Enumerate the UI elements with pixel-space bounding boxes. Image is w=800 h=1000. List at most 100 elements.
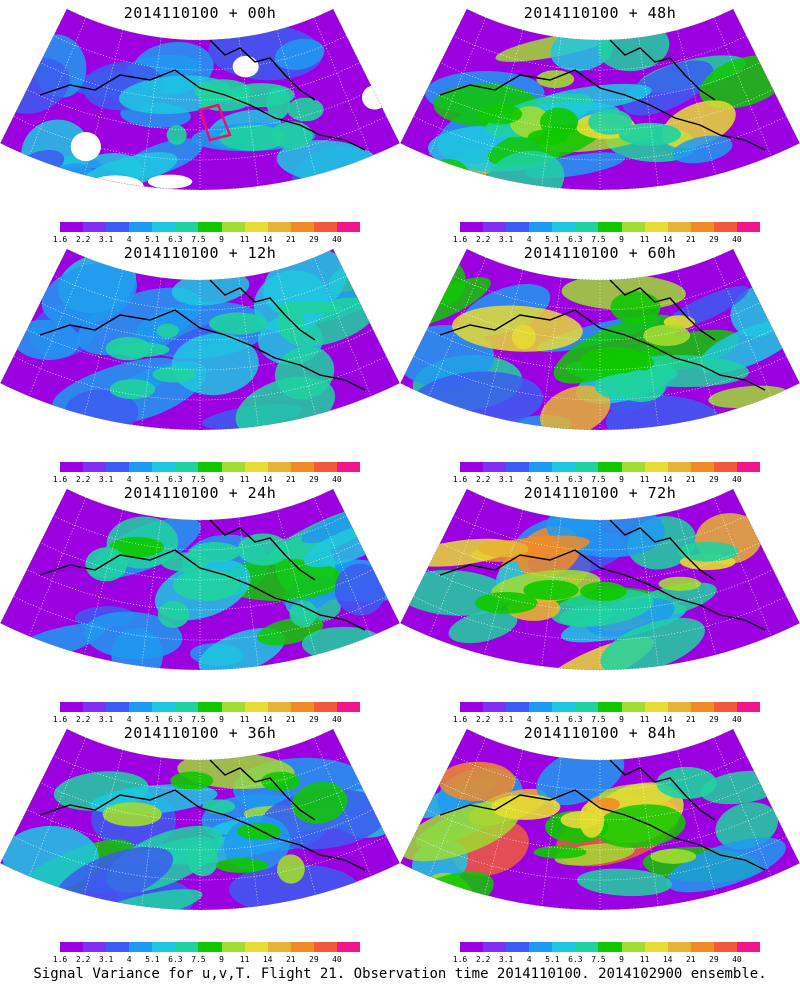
colorbar-tick-label: 6.3 xyxy=(168,235,183,244)
colorbar-swatch xyxy=(175,942,199,952)
colorbar-tick-label: 5.1 xyxy=(145,475,160,484)
colorbar-swatch xyxy=(60,942,84,952)
colorbar-swatch xyxy=(621,222,645,232)
colorbar-swatch xyxy=(552,462,576,472)
colorbar xyxy=(460,702,761,712)
variance-map xyxy=(400,8,800,191)
colorbar-swatch xyxy=(483,222,507,232)
colorbar-tick-label: 29 xyxy=(709,715,719,724)
colorbar-tick-label: 3.1 xyxy=(98,475,114,484)
colorbar-swatch xyxy=(529,942,553,952)
colorbar-swatch xyxy=(313,222,337,232)
colorbar-tick-label: 29 xyxy=(709,475,719,484)
colorbar-tick-label: 6.3 xyxy=(168,955,183,964)
colorbar-tick-label: 3.1 xyxy=(498,235,514,244)
colorbar-swatch xyxy=(175,222,199,232)
colorbar-tick-label: 14 xyxy=(262,955,273,964)
colorbar-swatch xyxy=(575,702,599,712)
colorbar-tick-label: 6.3 xyxy=(568,715,583,724)
colorbar-swatch xyxy=(313,702,337,712)
colorbar-labels: 1.6 2.2 3.1 4 5.1 6.3 7.5 9 11 14 21 29 40 xyxy=(453,235,760,247)
colorbar-tick-label: 2.2 xyxy=(75,475,91,484)
colorbar-swatch xyxy=(529,462,553,472)
colorbar-tick-label: 3.1 xyxy=(98,715,114,724)
variance-map xyxy=(0,728,400,911)
colorbar-swatch xyxy=(244,702,268,712)
colorbar-swatch xyxy=(506,942,530,952)
colorbar-tick-label: 21 xyxy=(685,235,696,244)
colorbar-tick-label: 14 xyxy=(262,235,273,244)
colorbar-tick-label: 40 xyxy=(332,715,342,724)
colorbar-swatch xyxy=(506,702,530,712)
colorbar xyxy=(460,222,761,232)
colorbar-tick-label: 6.3 xyxy=(568,475,583,484)
colorbar xyxy=(60,942,361,952)
colorbar-tick-label: 29 xyxy=(309,955,319,964)
forecast-panel: 2014110100 + 72h 1.6 2.2 3.1 4 5.1 6.3 7.5 9 11 14… xyxy=(400,480,800,724)
colorbar-tick-label: 2.2 xyxy=(75,955,91,964)
colorbar-swatch xyxy=(644,702,668,712)
colorbar-tick-label: 2.2 xyxy=(475,235,491,244)
colorbar-swatch xyxy=(290,702,314,712)
colorbar-tick-label: 5.1 xyxy=(545,235,560,244)
colorbar-swatch xyxy=(152,222,176,232)
forecast-panel: 2014110100 + 36h 1.6 2.2 3.1 4 5.1 6.3 7.5 9 11 14… xyxy=(0,720,400,964)
colorbar-swatch xyxy=(598,702,622,712)
colorbar-swatch xyxy=(290,462,314,472)
colorbar-swatch xyxy=(690,462,714,472)
colorbar-swatch xyxy=(106,222,130,232)
colorbar-tick-label: 21 xyxy=(285,475,296,484)
colorbar-swatch xyxy=(175,462,199,472)
colorbar-tick-label: 29 xyxy=(309,475,319,484)
panel-title: 2014110100 + 72h xyxy=(523,484,677,502)
colorbar-tick-label: 7.5 xyxy=(191,475,206,484)
colorbar-swatch xyxy=(575,222,599,232)
colorbar-swatch xyxy=(221,222,245,232)
colorbar-swatch xyxy=(83,702,107,712)
colorbar-swatch xyxy=(552,702,576,712)
colorbar-swatch xyxy=(736,702,761,712)
colorbar-swatch xyxy=(60,462,84,472)
colorbar-tick-label: 29 xyxy=(309,715,319,724)
colorbar-tick-label: 3.1 xyxy=(498,475,514,484)
colorbar-tick-label: 1.6 xyxy=(52,955,68,964)
colorbar xyxy=(60,222,361,232)
colorbar-swatch xyxy=(644,462,668,472)
panel-title: 2014110100 + 24h xyxy=(123,484,277,502)
colorbar-swatch xyxy=(644,942,668,952)
colorbar-swatch xyxy=(152,462,176,472)
colorbar-swatch xyxy=(336,702,361,712)
colorbar-tick-label: 11 xyxy=(639,475,650,484)
panel-title: 2014110100 + 12h xyxy=(123,244,277,262)
panel-title: 2014110100 + 00h xyxy=(123,4,277,22)
colorbar xyxy=(460,462,761,472)
colorbar-swatch xyxy=(575,942,599,952)
colorbar-swatch xyxy=(575,462,599,472)
forecast-panel: 2014110100 + 00h 1.6 2.2 3.1 4 5.1 6.3 7.5 9 11 14… xyxy=(0,0,400,244)
colorbar-swatch xyxy=(713,222,737,232)
colorbar-swatch xyxy=(129,462,153,472)
colorbar-swatch xyxy=(129,222,153,232)
colorbar-swatch xyxy=(667,222,691,232)
colorbar-tick-label: 7.5 xyxy=(191,955,206,964)
colorbar-tick-label: 14 xyxy=(662,955,673,964)
colorbar-tick-label: 9 xyxy=(219,235,224,244)
forecast-panel: 2014110100 + 24h 1.6 2.2 3.1 4 5.1 6.3 7.5 9 11 14… xyxy=(0,480,400,724)
colorbar xyxy=(60,702,361,712)
colorbar-tick-label: 3.1 xyxy=(98,955,114,964)
colorbar-swatch xyxy=(313,942,337,952)
colorbar-tick-label: 21 xyxy=(285,715,296,724)
colorbar-tick-label: 9 xyxy=(619,475,624,484)
colorbar-swatch xyxy=(60,222,84,232)
colorbar-tick-label: 5.1 xyxy=(145,955,160,964)
colorbar-tick-label: 11 xyxy=(639,235,650,244)
colorbar-tick-label: 14 xyxy=(662,475,673,484)
colorbar-tick-label: 7.5 xyxy=(191,715,206,724)
panel-title: 2014110100 + 36h xyxy=(123,724,277,742)
colorbar-tick-label: 29 xyxy=(709,955,719,964)
colorbar-swatch xyxy=(690,702,714,712)
colorbar-tick-label: 5.1 xyxy=(545,475,560,484)
colorbar-swatch xyxy=(336,462,361,472)
colorbar-tick-label: 4 xyxy=(526,715,532,724)
colorbar-swatch xyxy=(336,222,361,232)
